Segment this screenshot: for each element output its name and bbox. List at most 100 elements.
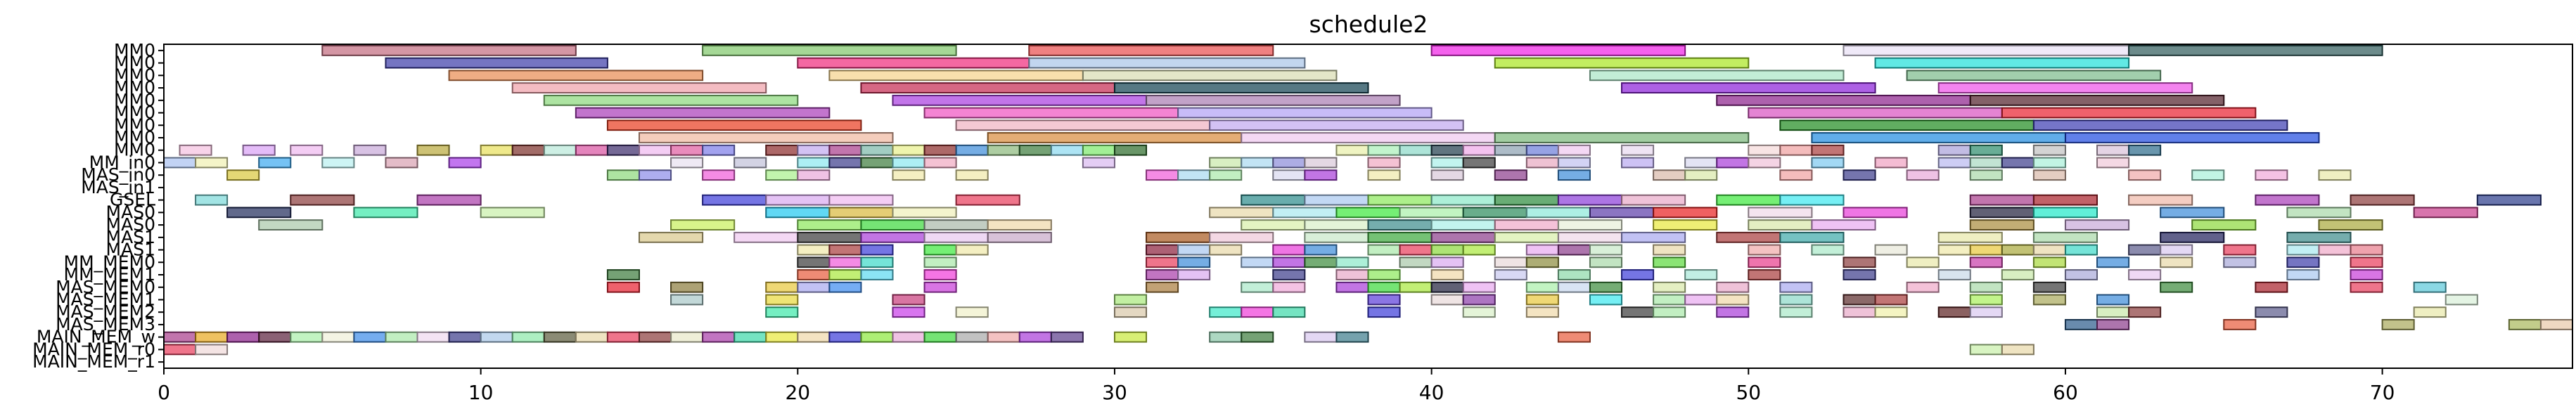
task-bar [2318,169,2352,181]
task-bar [2128,244,2162,256]
plot-frame [163,44,2573,369]
task-bar [892,157,925,169]
task-bar [2064,219,2130,231]
task-bar [258,157,292,169]
y-tick-label: MM0 [114,40,155,60]
task-bar [1653,244,1686,256]
task-bar [1684,157,1718,169]
task-bar [828,244,862,256]
task-bar [1874,157,1908,169]
task-bar [1557,219,1623,231]
task-bar [385,331,418,343]
task-bar [797,269,831,280]
task-bar [1525,281,1559,293]
task-bar [797,256,831,268]
task-bar [1462,157,1496,169]
task-bar [290,331,323,343]
task-bar [1843,44,2130,56]
task-bar [860,157,894,169]
task-bar [1589,281,1623,293]
task-bar [1653,207,1718,219]
task-bar [1969,256,2003,268]
task-bar [2128,169,2162,181]
task-bar [1462,306,1496,318]
task-bar [1874,57,2130,69]
task-bar [860,331,894,343]
task-bar [2160,256,2193,268]
task-bar [765,207,831,219]
task-bar [385,157,418,169]
x-tick-label: 0 [158,381,170,404]
task-bar [1430,231,1496,243]
task-bar [1969,194,2034,206]
task-bar [1748,256,1781,268]
task-bar [828,144,862,156]
task-bar [1589,294,1623,306]
task-bar [955,169,989,181]
task-bar [1430,194,1496,206]
y-tick-label: MAS_MEM3 [56,314,155,334]
task-bar [892,207,957,219]
task-bar [480,331,513,343]
task-bar [511,144,545,156]
y-tick-label: MM0 [114,115,155,135]
y-axis: MM0MM0MM0MM0MM0MM0MM0MM0MM0MM_in0MAS_in0… [32,40,164,372]
task-bar [2096,319,2130,330]
task-bar [258,219,323,231]
task-bar [1906,256,1940,268]
y-tick-label: MAS0 [106,202,155,222]
task-bar [2223,256,2257,268]
task-bar [1779,306,1813,318]
task-bar [2350,244,2383,256]
task-bar [797,219,862,231]
task-bar [765,294,799,306]
task-bar [1906,169,1940,181]
task-bar [828,269,862,280]
task-bar [860,144,894,156]
task-bar [955,244,989,256]
task-bar [828,194,894,206]
task-bar [1367,281,1401,293]
task-bar [1335,144,1369,156]
task-bar [2032,256,2066,268]
x-tick-label: 10 [468,381,494,404]
x-tick-label: 20 [785,381,810,404]
task-bar [163,157,197,169]
task-bar [1525,244,1559,256]
y-tick-label: MAS1 [106,227,155,247]
task-bar [1969,344,2003,356]
task-bar [1304,157,1338,169]
task-bar [1748,244,1781,256]
task-bar [1843,294,1876,306]
task-bar [1304,219,1369,231]
task-bar [2286,256,2320,268]
task-bar [2413,207,2478,219]
task-bar [2001,269,2034,280]
task-bar [1684,269,1718,280]
task-bar [1272,244,1306,256]
task-bar [1272,169,1306,181]
x-tick-label: 70 [2370,381,2395,404]
task-bar [1367,294,1401,306]
y-tick-label: MM0 [114,90,155,110]
task-bar [1621,82,1876,93]
task-bar [2318,244,2352,256]
task-bar [1525,306,1559,318]
task-bar [1557,231,1623,243]
task-bar [226,331,260,343]
y-tick-label: MM_MEM1 [64,264,155,285]
task-bar [385,57,608,69]
task-bar [2286,231,2352,243]
task-bar [1811,219,1876,231]
task-bar [1367,194,1433,206]
task-bar [2001,157,2034,169]
task-bar [2032,231,2098,243]
task-bar [860,231,925,243]
task-bar [923,231,989,243]
task-bar [860,82,1115,93]
task-bar [321,157,355,169]
task-bar [2096,256,2130,268]
task-bar [1146,231,1211,243]
task-bar [1684,169,1718,181]
task-bar [1494,256,1527,268]
